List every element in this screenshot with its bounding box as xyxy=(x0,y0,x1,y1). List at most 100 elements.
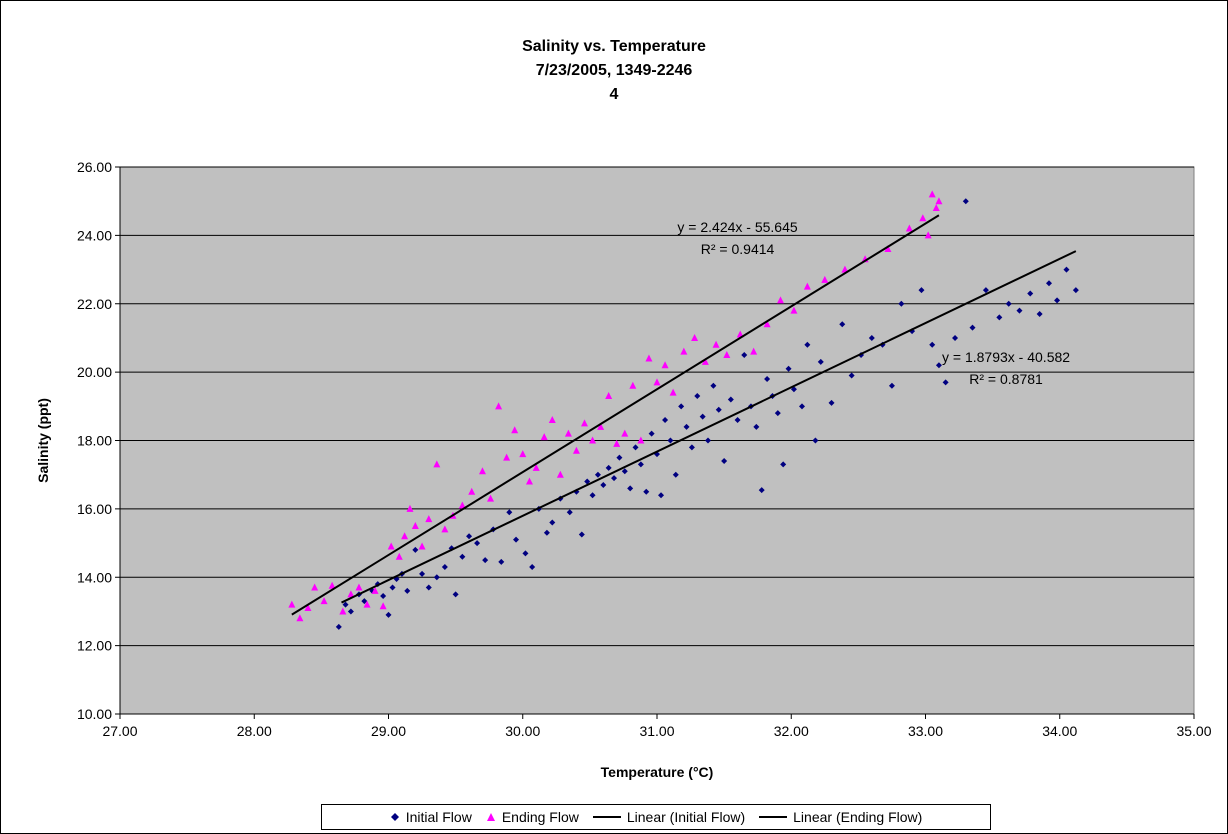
initial-flow-point xyxy=(962,198,969,205)
y-tick-label: 14.00 xyxy=(77,569,112,585)
ending-flow-point xyxy=(723,351,731,359)
initial-flow-point xyxy=(918,287,925,294)
legend-label-initial-flow: Initial Flow xyxy=(405,809,472,825)
ending-flow-point xyxy=(928,190,936,198)
ending-flow-point xyxy=(803,282,811,290)
x-tick-label: 30.00 xyxy=(505,723,540,739)
initial-flow-point xyxy=(982,287,989,294)
initial-flow-point xyxy=(648,430,655,437)
initial-flow-point xyxy=(361,598,368,605)
ending-flow-point xyxy=(932,204,940,212)
ending-flow-point xyxy=(304,604,312,612)
scatter-plot: 10.00 12.00 14.00 16.00 18.00 20.00 22.00 24.00… xyxy=(35,159,1212,780)
legend-item-initial-flow: Initial Flow xyxy=(390,809,472,825)
initial-flow-point xyxy=(798,403,805,410)
initial-flow-point xyxy=(452,591,459,598)
initial-flow-point xyxy=(764,375,771,382)
ending-flow-point xyxy=(487,494,495,502)
initial-flow-point xyxy=(637,461,644,468)
initial-flow-point xyxy=(1027,290,1034,297)
ending-flow-point xyxy=(919,214,927,222)
initial-flow-point xyxy=(828,399,835,406)
initial-flow-point xyxy=(705,437,712,444)
initial-flow-point xyxy=(780,461,787,468)
initial-flow-point xyxy=(694,393,701,400)
triangle-marker-icon xyxy=(486,813,495,821)
initial-flow-point xyxy=(753,423,760,430)
x-tick-label: 27.00 xyxy=(102,723,137,739)
chart-subtitle-number: 4 xyxy=(609,86,619,103)
initial-flow-point xyxy=(848,372,855,379)
trendline-ending-flow xyxy=(291,214,940,616)
y-tick-label: 12.00 xyxy=(77,638,112,654)
initial-flow-point xyxy=(506,509,513,516)
ending-flow-point xyxy=(458,501,466,509)
line-swatch-icon xyxy=(592,816,621,818)
initial-flow-point xyxy=(474,540,481,547)
initial-flow-point xyxy=(419,570,426,577)
y-tick-label: 26.00 xyxy=(77,159,112,175)
initial-flow-point xyxy=(578,531,585,538)
ending-flow-point xyxy=(763,320,771,328)
initial-flow-point xyxy=(425,584,432,591)
initial-flow-point xyxy=(888,382,895,389)
ending-flow-point xyxy=(935,197,943,205)
initial-flow-point xyxy=(529,563,536,570)
initial-flow-point xyxy=(758,487,765,494)
ending-flow-point xyxy=(288,600,296,608)
initial-flow-point xyxy=(589,492,596,499)
x-tick-label: 34.00 xyxy=(1042,723,1077,739)
initial-flow-point xyxy=(868,334,875,341)
ending-flow-point xyxy=(525,477,533,485)
initial-flow-point xyxy=(785,365,792,372)
ending-flow-point xyxy=(821,275,829,283)
equation-ending-flow: R² = 0.9414 xyxy=(701,241,775,257)
initial-flow-point xyxy=(699,413,706,420)
ending-flow-point xyxy=(680,347,688,355)
initial-flow-point xyxy=(952,334,959,341)
initial-flow-point xyxy=(380,593,387,600)
initial-flow-point xyxy=(715,406,722,413)
ending-flow-point xyxy=(347,590,355,598)
initial-flow-point xyxy=(688,444,695,451)
initial-flow-point xyxy=(347,608,354,615)
initial-flow-point xyxy=(441,563,448,570)
initial-flow-point xyxy=(632,444,639,451)
chart-title: Salinity vs. Temperature xyxy=(522,38,706,55)
ending-flow-point xyxy=(790,306,798,314)
ending-flow-point xyxy=(395,552,403,560)
ending-flow-point xyxy=(701,357,709,365)
initial-flow-point xyxy=(839,321,846,328)
initial-flow-point xyxy=(804,341,811,348)
legend-item-linear-initial: Linear (Initial Flow) xyxy=(592,809,746,825)
ending-flow-point xyxy=(613,439,621,447)
initial-flow-point xyxy=(404,587,411,594)
equation-initial-flow: y = 1.8793x - 40.582 xyxy=(942,349,1070,365)
initial-flow-point xyxy=(466,533,473,540)
ending-flow-point xyxy=(548,415,556,423)
initial-flow-point xyxy=(996,314,1003,321)
ending-flow-point xyxy=(540,433,548,441)
initial-flow-point xyxy=(672,471,679,478)
ending-flow-point xyxy=(884,245,892,253)
initial-flow-point xyxy=(1046,280,1053,287)
initial-flow-point xyxy=(459,553,466,560)
trendline-initial-flow xyxy=(341,250,1077,604)
ending-flow-point xyxy=(661,361,669,369)
ending-flow-point xyxy=(363,600,371,608)
initial-flow-point xyxy=(594,471,601,478)
initial-flow-point xyxy=(605,464,612,471)
ending-flow-point xyxy=(503,453,511,461)
initial-flow-point xyxy=(898,300,905,307)
initial-flow-point xyxy=(1054,297,1061,304)
y-axis-title: Salinity (ppt) xyxy=(35,398,51,483)
initial-flow-point xyxy=(627,485,634,492)
initial-flow-point xyxy=(621,468,628,475)
y-tick-label: 10.00 xyxy=(77,706,112,722)
initial-flow-point xyxy=(929,341,936,348)
initial-flow-point xyxy=(335,623,342,630)
ending-flow-point xyxy=(339,607,347,615)
legend-label-linear-initial: Linear (Initial Flow) xyxy=(626,809,746,825)
legend-item-ending-flow: Ending Flow xyxy=(486,809,579,825)
